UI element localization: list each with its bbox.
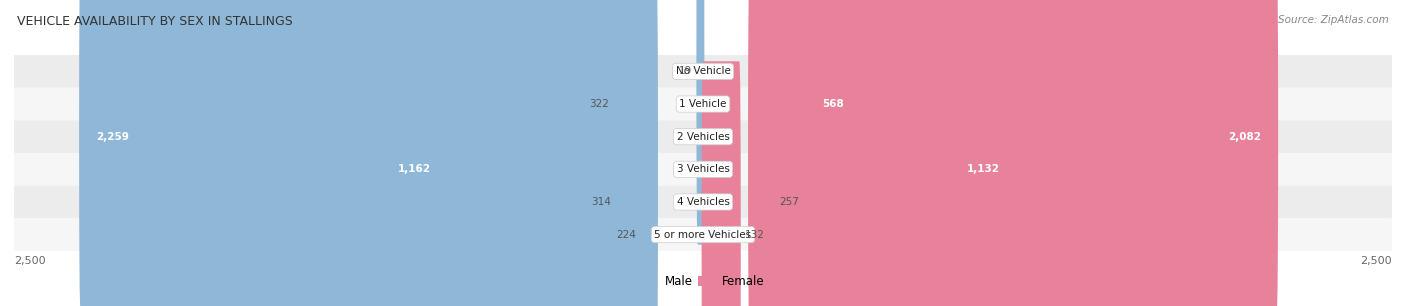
Text: Source: ZipAtlas.com: Source: ZipAtlas.com (1278, 15, 1389, 25)
Legend: Male, Female: Male, Female (641, 275, 765, 288)
Text: 568: 568 (823, 99, 845, 109)
FancyBboxPatch shape (748, 0, 860, 277)
Text: 4 Vehicles: 4 Vehicles (676, 197, 730, 207)
FancyBboxPatch shape (748, 0, 1278, 306)
FancyBboxPatch shape (640, 61, 658, 306)
FancyBboxPatch shape (613, 0, 658, 277)
Text: 314: 314 (591, 197, 612, 207)
FancyBboxPatch shape (14, 120, 1392, 153)
FancyBboxPatch shape (702, 61, 741, 306)
FancyBboxPatch shape (14, 186, 1392, 218)
FancyBboxPatch shape (14, 153, 1392, 186)
FancyBboxPatch shape (14, 88, 1392, 120)
Text: VEHICLE AVAILABILITY BY SEX IN STALLINGS: VEHICLE AVAILABILITY BY SEX IN STALLINGS (17, 15, 292, 28)
Text: 5 or more Vehicles: 5 or more Vehicles (654, 230, 752, 240)
Text: 224: 224 (616, 230, 636, 240)
FancyBboxPatch shape (614, 29, 658, 306)
Text: 1 Vehicle: 1 Vehicle (679, 99, 727, 109)
Text: 3 Vehicles: 3 Vehicles (676, 164, 730, 174)
FancyBboxPatch shape (381, 0, 658, 306)
Text: 2,500: 2,500 (1361, 256, 1392, 266)
FancyBboxPatch shape (14, 55, 1392, 88)
Text: 19: 19 (679, 66, 692, 76)
Text: 1,132: 1,132 (967, 164, 1000, 174)
Text: 1,162: 1,162 (398, 164, 430, 174)
Text: 257: 257 (779, 197, 799, 207)
Text: 2,259: 2,259 (96, 132, 128, 142)
Text: 322: 322 (589, 99, 609, 109)
Text: 132: 132 (745, 230, 765, 240)
Text: 2,082: 2,082 (1229, 132, 1261, 142)
Text: 2 Vehicles: 2 Vehicles (676, 132, 730, 142)
Text: 2,500: 2,500 (14, 256, 45, 266)
FancyBboxPatch shape (748, 0, 1017, 306)
FancyBboxPatch shape (79, 0, 658, 306)
FancyBboxPatch shape (14, 218, 1392, 251)
FancyBboxPatch shape (748, 29, 775, 306)
FancyBboxPatch shape (696, 0, 704, 245)
Text: No Vehicle: No Vehicle (675, 66, 731, 76)
